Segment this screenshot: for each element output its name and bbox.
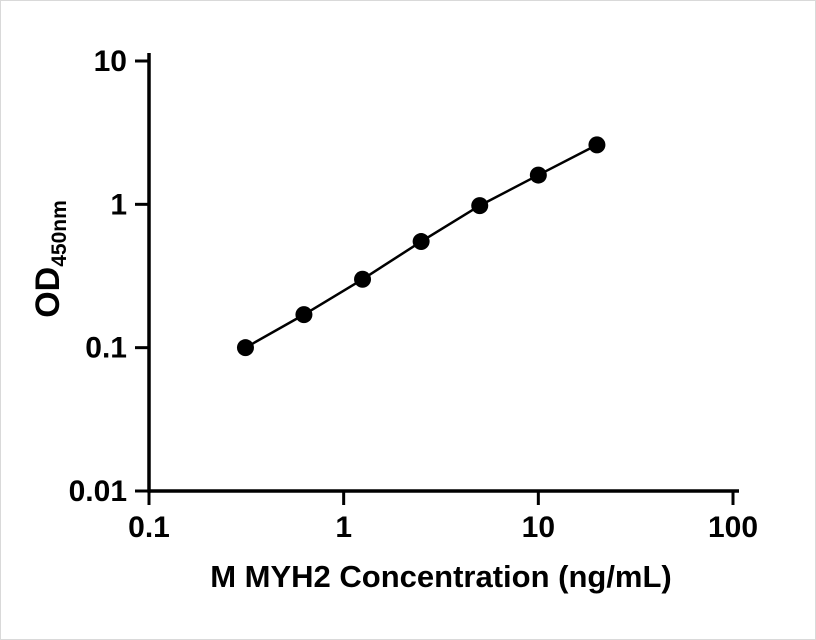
data-point-marker xyxy=(588,136,606,154)
data-point-marker xyxy=(295,306,313,324)
x-tick-label: 1 xyxy=(335,511,352,544)
y-tick-label: 0.1 xyxy=(85,332,127,365)
y-axis-title-subscript: 450nm xyxy=(48,200,71,267)
data-point-marker xyxy=(412,233,430,251)
data-point-marker xyxy=(471,197,489,215)
y-axis-title-main: OD xyxy=(29,267,67,318)
x-tick-label: 10 xyxy=(522,511,555,544)
data-point-marker xyxy=(529,166,547,184)
y-axis-title: OD450nm xyxy=(29,200,71,318)
y-tick-label: 0.01 xyxy=(69,475,127,508)
data-point-marker xyxy=(354,270,372,288)
data-point-marker xyxy=(236,339,254,357)
x-tick-label: 100 xyxy=(708,511,758,544)
y-tick-label: 1 xyxy=(110,188,127,221)
y-tick-label: 10 xyxy=(94,45,127,78)
x-tick-label: 0.1 xyxy=(128,511,170,544)
x-axis-title: M MYH2 Concentration (ng/mL) xyxy=(210,559,672,594)
